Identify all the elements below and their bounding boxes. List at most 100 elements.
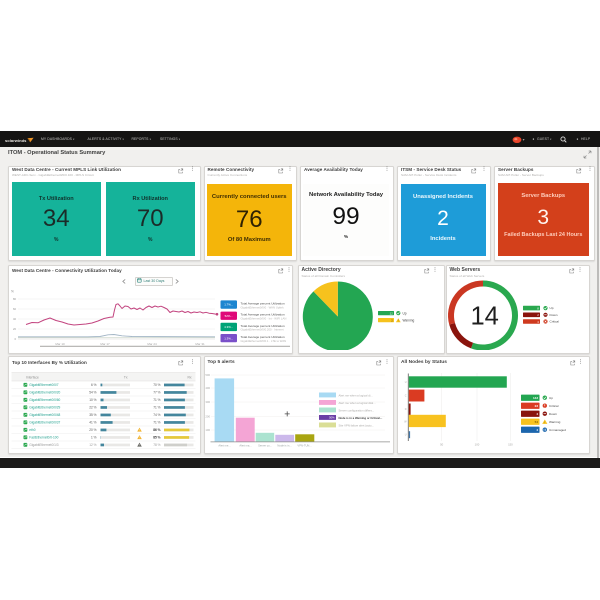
svg-text:C: C <box>405 395 407 398</box>
svg-text:Interface: Interface <box>26 375 39 379</box>
svg-text:Critical: Critical <box>549 320 559 324</box>
svg-text:GigabitEthernet0/0/29: GigabitEthernet0/0/29 <box>29 406 60 410</box>
svg-text:Up: Up <box>549 396 553 400</box>
svg-text:Tx: Tx <box>124 375 128 379</box>
svg-text:Total Average percent Utilizat: Total Average percent Utilization <box>241 313 285 317</box>
svg-text:22 %: 22 % <box>89 406 96 410</box>
svg-text:23: 23 <box>535 404 539 408</box>
svg-text:70 %: 70 % <box>153 383 160 387</box>
svg-text:Mar 24: Mar 24 <box>147 342 157 346</box>
svg-text:Mar 10: Mar 10 <box>55 342 65 346</box>
svg-text:GigabitEthernet0/0/0 · Int - W: GigabitEthernet0/0/0 · Int - WIFI LAN <box>241 317 287 321</box>
svg-text:GigabitEthernet0/0/37: GigabitEthernet0/0/37 <box>29 421 60 425</box>
svg-text:Node is in a Warning or Critic: Node is in a Warning or Critical... <box>338 416 382 420</box>
svg-text:GigabitEthernet0/0/48: GigabitEthernet0/0/48 <box>29 413 60 417</box>
svg-text:Server configuration differs..: Server configuration differs... <box>338 408 374 412</box>
svg-text:78 %: 78 % <box>153 443 160 447</box>
svg-text:12: 12 <box>389 311 393 315</box>
svg-text:Alert me when a logical disk..: Alert me when a logical disk... <box>338 401 375 405</box>
svg-text:Down: Down <box>549 412 557 416</box>
svg-text:Node is in...: Node is in... <box>277 444 291 448</box>
svg-text:Alert ma...: Alert ma... <box>239 444 251 448</box>
svg-text:1 %: 1 % <box>91 436 97 440</box>
svg-text:0: 0 <box>15 337 17 341</box>
svg-text:40: 40 <box>13 317 17 321</box>
svg-text:71 %: 71 % <box>153 398 160 402</box>
svg-text:U: U <box>405 434 407 437</box>
svg-text:Total Average percent Utilizat: Total Average percent Utilization <box>241 324 285 328</box>
svg-text:12 %: 12 % <box>89 443 96 447</box>
svg-text:143: 143 <box>533 396 538 400</box>
svg-text:400: 400 <box>205 386 210 390</box>
svg-text:100: 100 <box>205 428 210 432</box>
svg-text:Site VPN failure alert (auto..: Site VPN failure alert (auto... <box>338 423 374 427</box>
svg-text:71 %: 71 % <box>153 421 160 425</box>
svg-text:4: 4 <box>536 428 538 432</box>
svg-text:U: U <box>405 381 407 384</box>
svg-text:77 %: 77 % <box>153 391 160 395</box>
svg-text:%: % <box>11 290 14 294</box>
svg-text:Total Average percent Utilizat: Total Average percent Utilization <box>241 335 285 339</box>
svg-text:GigabitEthernet0/0/7: GigabitEthernet0/0/7 <box>29 383 58 387</box>
svg-text:Server co...: Server co... <box>258 444 272 448</box>
svg-text:Unmanaged: Unmanaged <box>549 428 566 432</box>
svg-text:54: 54 <box>535 420 539 424</box>
svg-text:VPN-TUN...: VPN-TUN... <box>297 444 311 448</box>
svg-text:2: 2 <box>537 313 539 317</box>
svg-text:Up: Up <box>549 306 553 310</box>
svg-text:Rx: Rx <box>187 375 191 379</box>
svg-text:FastEthernet0/0-100: FastEthernet0/0-100 <box>29 436 58 440</box>
svg-text:W: W <box>404 421 407 424</box>
svg-text:!: ! <box>139 428 140 432</box>
svg-text:Mar 31: Mar 31 <box>195 342 205 346</box>
svg-text:Critical: Critical <box>549 404 559 408</box>
svg-text:Mar 17: Mar 17 <box>100 342 110 346</box>
svg-text:GigabitEthernet0/0/0.1 · LTE t: GigabitEthernet0/0/0.1 · LTE to WAN <box>241 339 287 343</box>
svg-text:Alert me when a logical di...: Alert me when a logical di... <box>338 393 372 397</box>
svg-text:60: 60 <box>13 307 17 311</box>
svg-text:!: ! <box>139 443 140 447</box>
svg-text:GigabitEthernet0/0/0.200 · Int: GigabitEthernet0/0/0.200 · Internet <box>241 328 284 332</box>
svg-text:35 %: 35 % <box>89 413 96 417</box>
svg-text:Total Average percent Utilizat: Total Average percent Utilization <box>241 302 285 306</box>
svg-text:200: 200 <box>205 415 210 419</box>
svg-text:Up: Up <box>402 311 406 315</box>
svg-text:1.7%...: 1.7%... <box>224 303 233 307</box>
svg-text:D: D <box>405 408 407 411</box>
svg-text:54 %: 54 % <box>89 391 96 395</box>
svg-text:4.3%...: 4.3%... <box>224 325 233 329</box>
svg-text:150: 150 <box>508 443 513 447</box>
svg-text:eth0: eth0 <box>29 428 35 432</box>
svg-text:50%: 50% <box>329 416 335 420</box>
svg-text:20 %: 20 % <box>89 428 96 432</box>
svg-text:GigabitEthernet0/0/0 · WAN Upl: GigabitEthernet0/0/0 · WAN Uplink <box>241 305 285 309</box>
svg-text:4: 4 <box>536 412 538 416</box>
svg-text:74 %: 74 % <box>153 413 160 417</box>
svg-text:14: 14 <box>470 303 498 331</box>
svg-text:Down: Down <box>549 313 557 317</box>
svg-text:20: 20 <box>13 327 17 331</box>
svg-text:!: ! <box>397 319 398 323</box>
svg-text:10 %: 10 % <box>89 398 96 402</box>
svg-text:300: 300 <box>205 400 210 404</box>
svg-text:2: 2 <box>391 318 393 322</box>
svg-text:50: 50 <box>440 443 444 447</box>
svg-text:1.3%...: 1.3%... <box>224 336 233 340</box>
svg-text:!: ! <box>139 436 140 440</box>
svg-text:4: 4 <box>537 320 539 324</box>
svg-text:GigabitEthernet0/0/20: GigabitEthernet0/0/20 <box>29 391 60 395</box>
svg-text:!: ! <box>544 420 545 424</box>
svg-text:80: 80 <box>13 297 17 301</box>
svg-text:100: 100 <box>475 443 480 447</box>
svg-text:8: 8 <box>537 306 539 310</box>
svg-text:85 %: 85 % <box>153 436 160 440</box>
svg-text:Warning: Warning <box>402 318 414 322</box>
svg-text:6 %: 6 % <box>91 383 97 387</box>
svg-text:GigabitEthernet0/0/60: GigabitEthernet0/0/60 <box>29 398 60 402</box>
svg-text:41 %: 41 % <box>89 421 96 425</box>
svg-text:86 %: 86 % <box>153 428 160 432</box>
svg-text:500: 500 <box>205 373 210 377</box>
svg-text:GigabitEthernet0/1/3: GigabitEthernet0/1/3 <box>29 443 58 447</box>
svg-text:Warning: Warning <box>549 420 561 424</box>
svg-text:Alert me...: Alert me... <box>218 444 230 448</box>
